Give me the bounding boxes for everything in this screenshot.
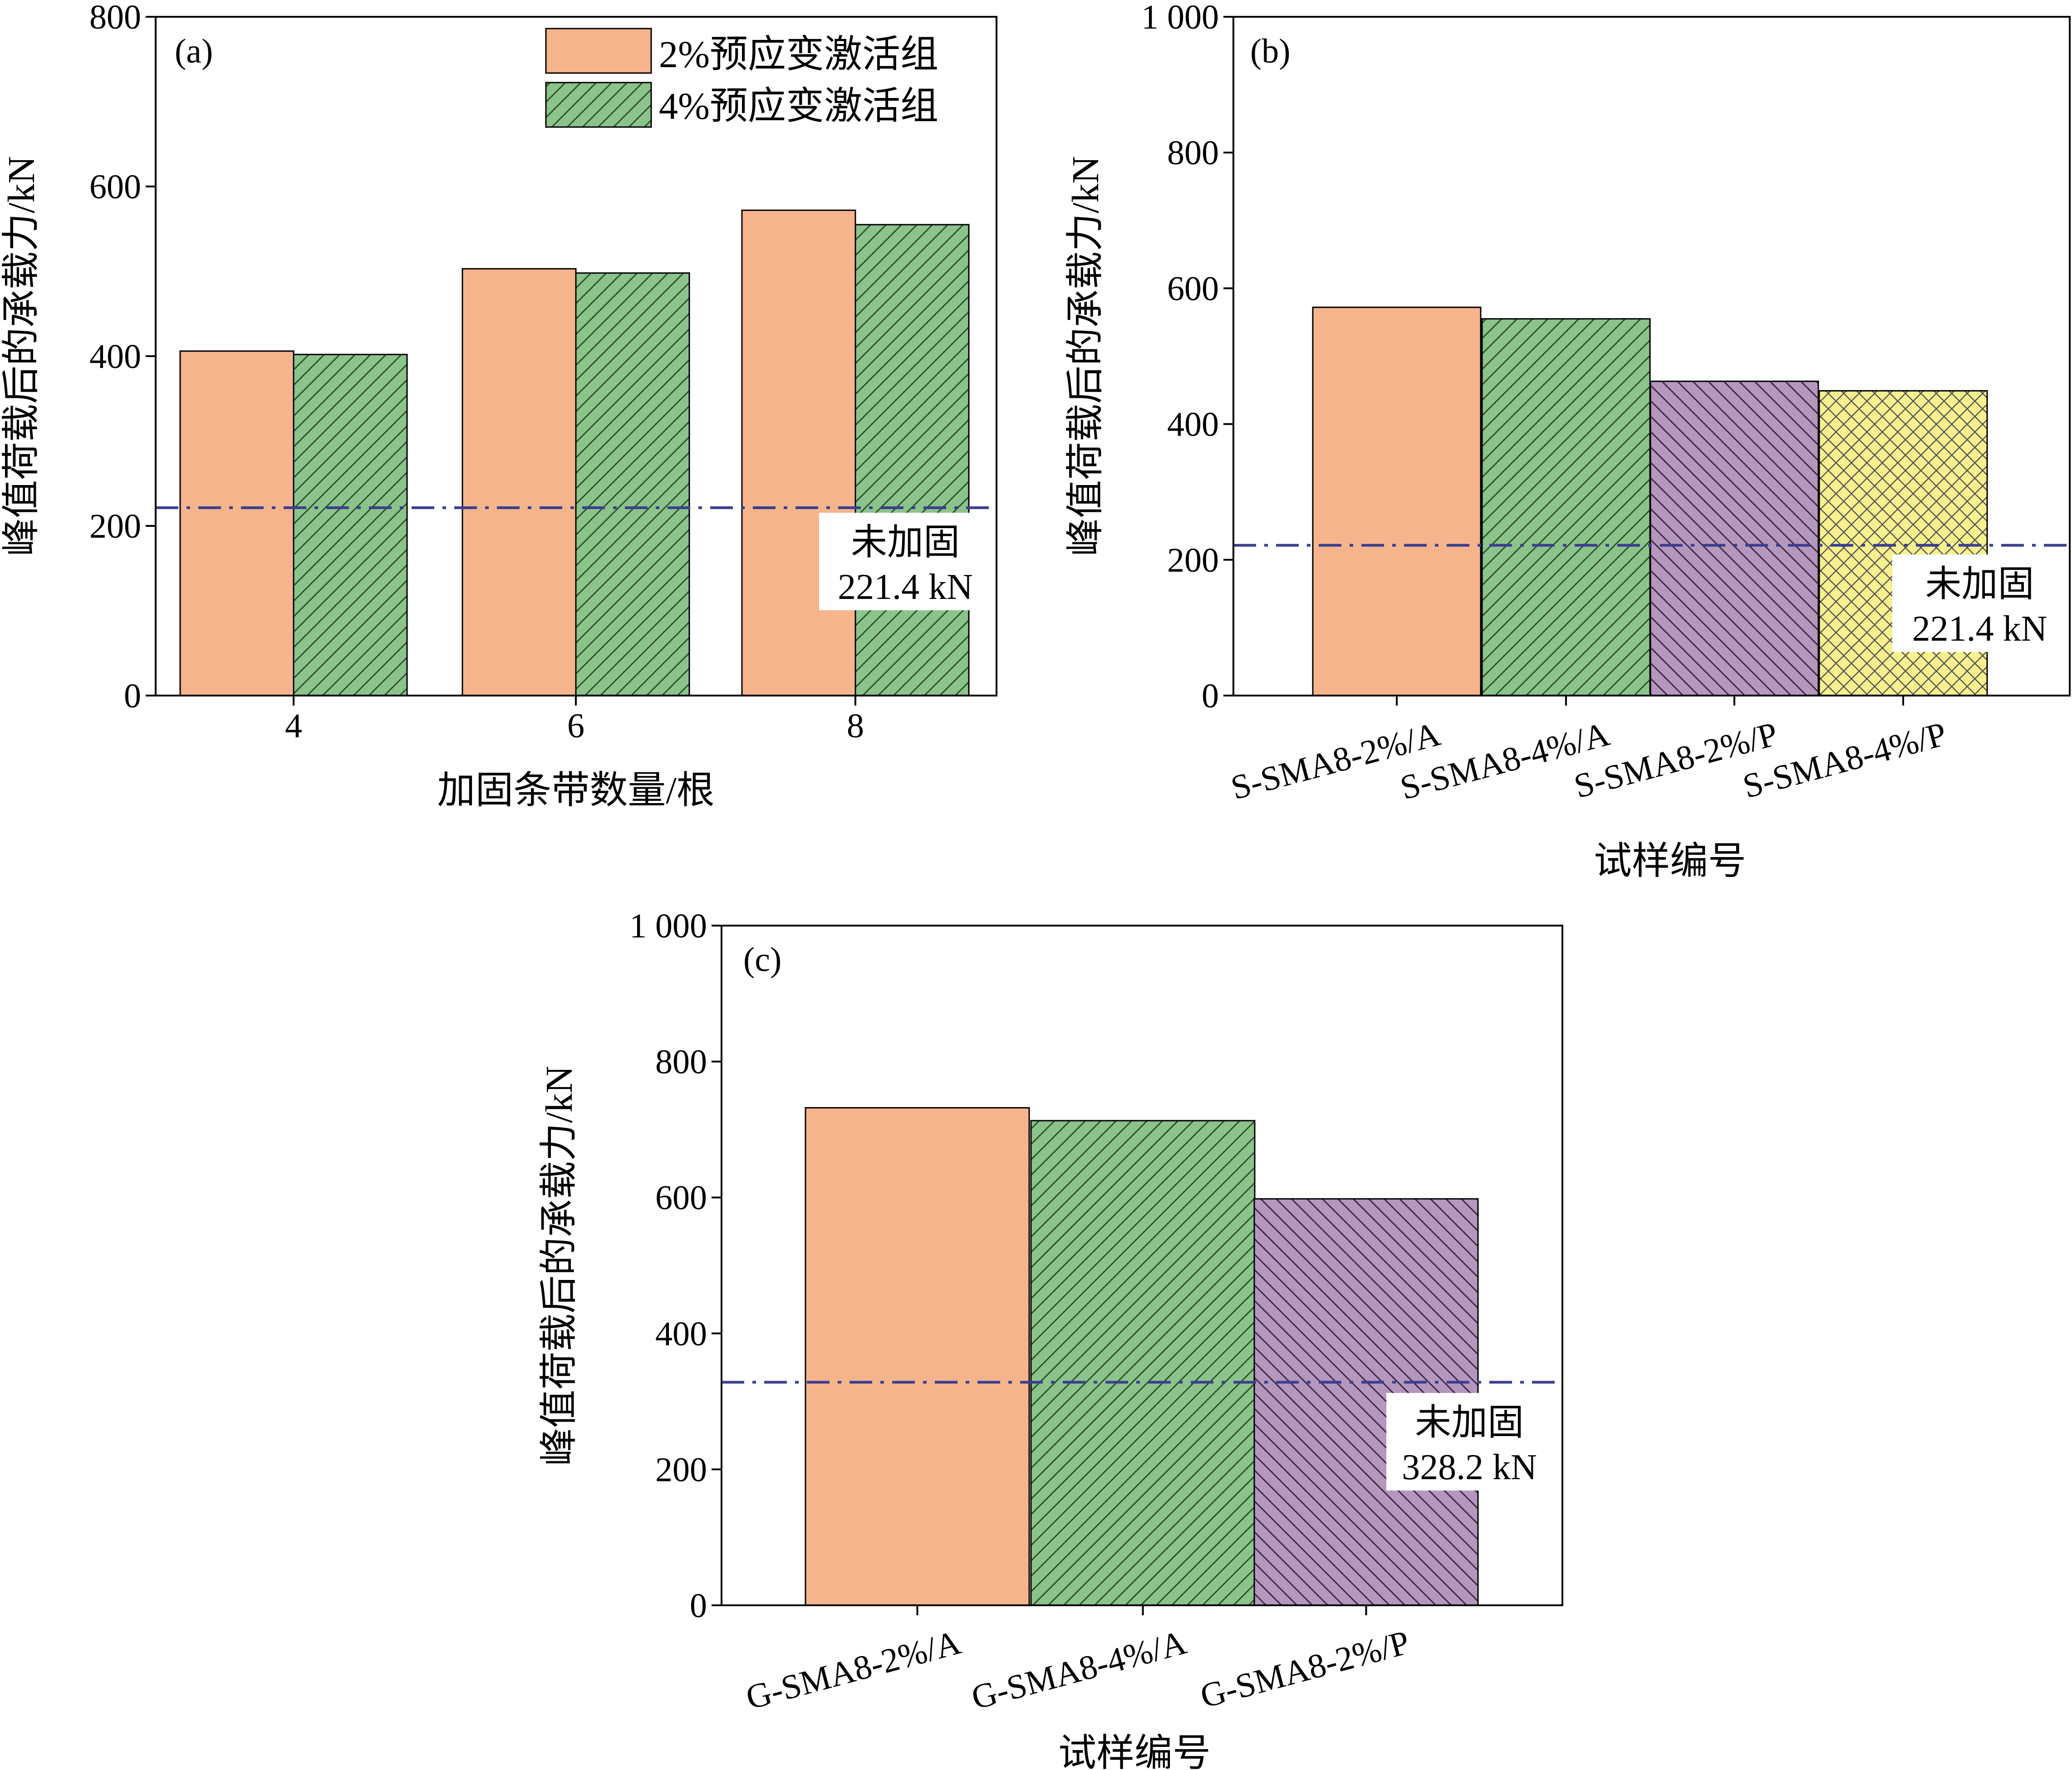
y-tick-label-panel-a-4: 800 bbox=[89, 0, 141, 36]
panel-c-y-axis-title: 峰值荷载后的承载力/kN bbox=[538, 1066, 580, 1466]
reference-label-title-panel-b: 未加固 bbox=[1925, 564, 2034, 604]
bar-panel-b-0 bbox=[1312, 306, 1482, 696]
x-tick-label-panel-c-0: G-SMA8-2%/A bbox=[742, 1623, 965, 1717]
y-tick-label-panel-a-1: 200 bbox=[89, 507, 141, 545]
y-tick-label-panel-b-5: 1 000 bbox=[1141, 0, 1219, 36]
y-tick-label-panel-b-3: 600 bbox=[1167, 270, 1219, 308]
bar-panel-a-series1-cat0 bbox=[293, 353, 408, 696]
y-tick-label-panel-c-1: 200 bbox=[655, 1451, 707, 1489]
bar-panel-c-1 bbox=[1030, 1120, 1256, 1606]
panel-a-x-axis-title: 加固条带数量/根 bbox=[437, 770, 714, 812]
panel-a-frame bbox=[155, 16, 997, 696]
reference-label-title-panel-c: 未加固 bbox=[1415, 1403, 1524, 1443]
bar-panel-b-1 bbox=[1481, 318, 1651, 696]
panel-b-label: (b) bbox=[1250, 32, 1291, 70]
y-tick-label-panel-c-3: 600 bbox=[655, 1179, 707, 1217]
panel-c-label: (c) bbox=[743, 941, 781, 979]
x-tick-label-panel-c-1: G-SMA8-4%/A bbox=[967, 1623, 1190, 1717]
x-tick-label-panel-a-0: 4 bbox=[285, 707, 302, 745]
bar-panel-a-series1-cat1 bbox=[575, 272, 690, 696]
y-tick-label-panel-c-4: 800 bbox=[655, 1043, 707, 1081]
legend-label-4pct: 4%预应变激活组 bbox=[659, 85, 938, 127]
reference-label-box-panel-c bbox=[1386, 1393, 1552, 1491]
panel-a-label: (a) bbox=[175, 32, 213, 70]
bar-panel-b-2 bbox=[1650, 380, 1819, 696]
legend-swatch-2pct bbox=[545, 28, 652, 74]
reference-label-value-panel-c: 328.2 kN bbox=[1402, 1447, 1537, 1487]
y-tick-label-panel-c-5: 1 000 bbox=[629, 907, 707, 945]
legend: 2%预应变激活组 4%预应变激活组 bbox=[545, 28, 938, 128]
reference-label-value-panel-a: 221.4 kN bbox=[838, 567, 973, 607]
y-tick-label-panel-a-3: 600 bbox=[89, 168, 141, 206]
x-tick-label-panel-c-2: G-SMA8-2%/P bbox=[1196, 1623, 1414, 1716]
panel-c-frame bbox=[721, 925, 1563, 1606]
panel-b-frame bbox=[1232, 16, 2071, 696]
x-tick-label-panel-a-1: 6 bbox=[567, 707, 584, 745]
x-tick-label-panel-a-2: 8 bbox=[847, 707, 864, 745]
panel-c-x-axis-title: 试样编号 bbox=[1058, 1732, 1211, 1770]
bar-panel-a-series0-cat0 bbox=[179, 350, 295, 696]
panel-a-y-axis-title: 峰值荷载后的承载力/kN bbox=[0, 156, 43, 556]
bar-panel-c-0 bbox=[805, 1107, 1030, 1606]
bar-panel-a-series1-cat2 bbox=[854, 224, 970, 696]
bar-panel-a-series0-cat1 bbox=[462, 268, 577, 696]
y-tick-label-panel-b-4: 800 bbox=[1167, 134, 1219, 172]
y-tick-label-panel-a-0: 0 bbox=[124, 677, 141, 715]
reference-label-box-panel-a bbox=[819, 513, 992, 610]
y-tick-label-panel-c-0: 0 bbox=[690, 1587, 707, 1625]
y-tick-label-panel-c-2: 400 bbox=[655, 1315, 707, 1353]
panel-b-y-axis-title: 峰值荷载后的承载力/kN bbox=[1065, 156, 1107, 556]
reference-label-title-panel-a: 未加固 bbox=[851, 523, 960, 563]
y-tick-label-panel-b-2: 400 bbox=[1167, 406, 1219, 444]
legend-swatch-4pct bbox=[545, 82, 652, 128]
y-tick-label-panel-a-2: 400 bbox=[89, 338, 141, 376]
y-tick-label-panel-b-0: 0 bbox=[1202, 677, 1219, 715]
panel-b-x-axis-title: 试样编号 bbox=[1594, 840, 1746, 883]
legend-label-2pct: 2%预应变激活组 bbox=[659, 34, 938, 76]
reference-label-box-panel-b bbox=[1892, 554, 2067, 652]
y-tick-label-panel-b-1: 200 bbox=[1167, 541, 1219, 579]
bar-panel-a-series0-cat2 bbox=[741, 209, 856, 696]
reference-label-value-panel-b: 221.4 kN bbox=[1912, 609, 2047, 649]
